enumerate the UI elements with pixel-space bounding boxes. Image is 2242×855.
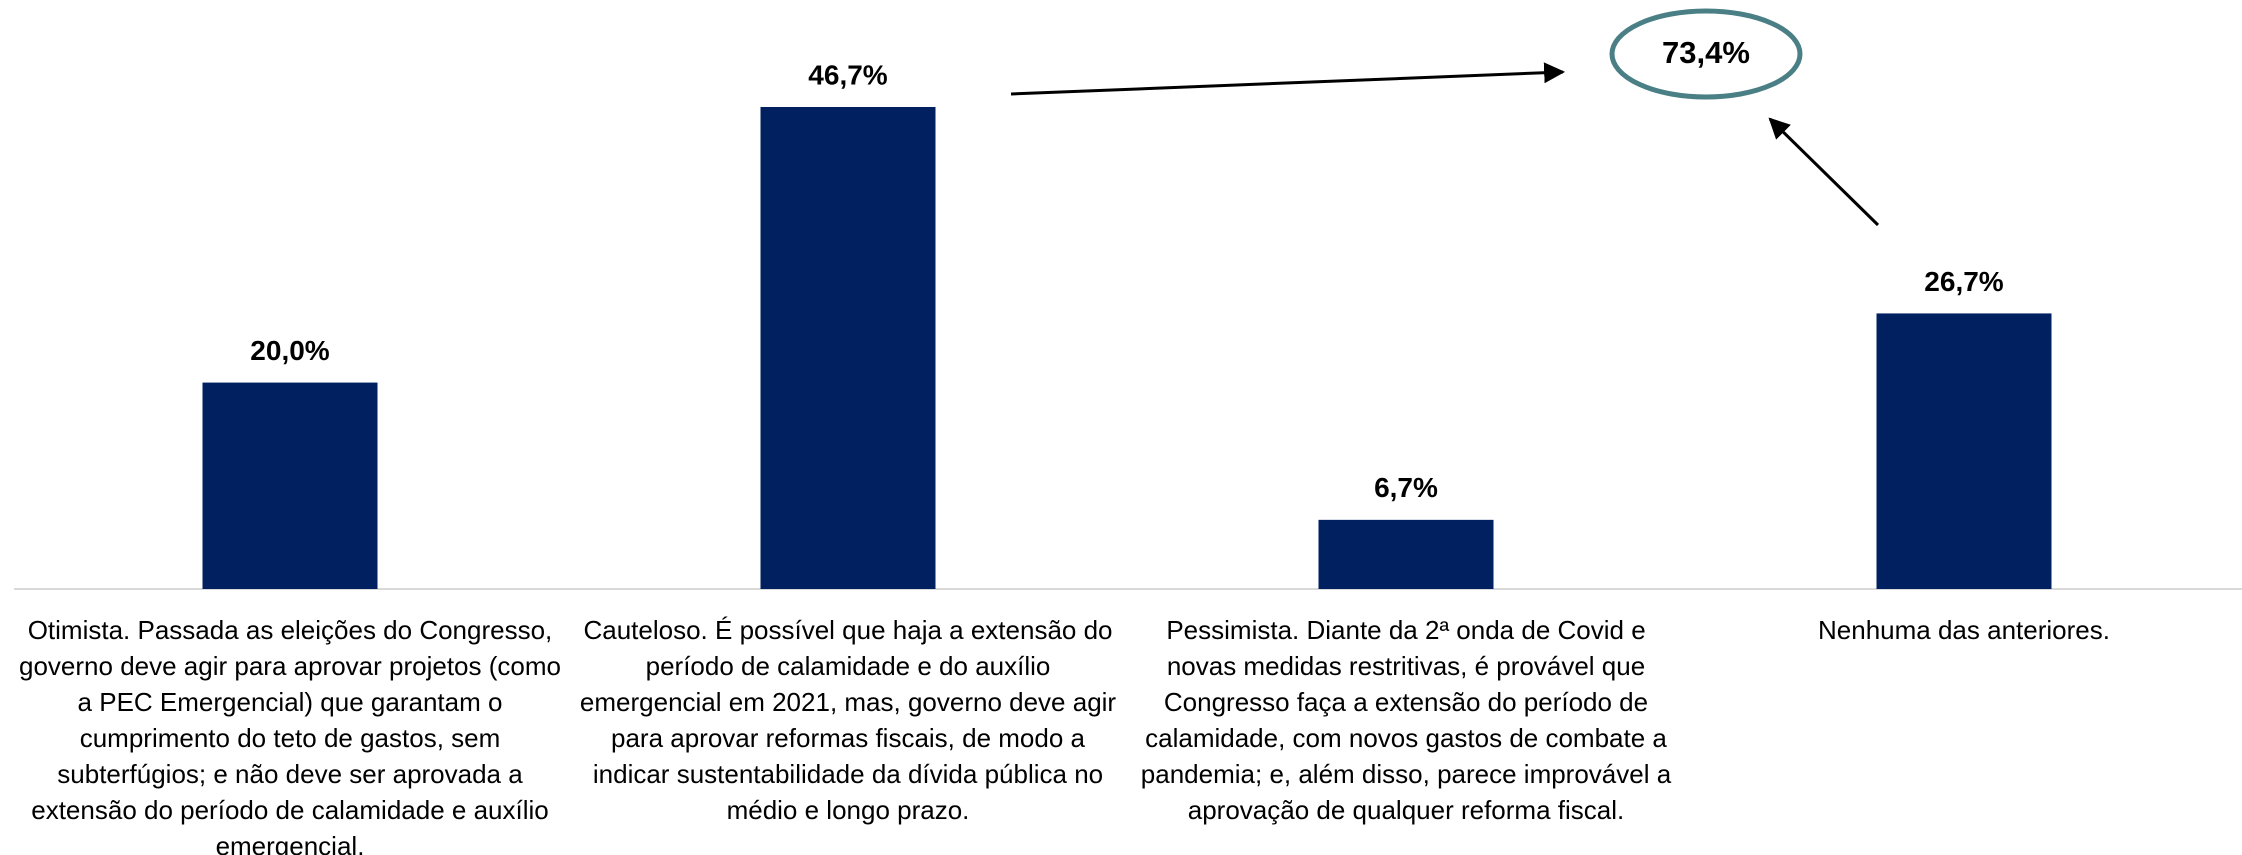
value-label: 20,0% [250,335,329,366]
annotation: 73,4% [1662,35,1750,70]
arrow [1768,117,1880,227]
annotation-ellipse [1609,8,1803,100]
arrow [1010,62,1566,96]
bar [1876,313,2052,589]
x-tick-label: Otimista. Passada as eleições do Congres… [19,615,561,855]
bar [202,382,378,589]
value-label: 6,7% [1374,472,1438,503]
value-label: 26,7% [1924,266,2003,297]
bar [1318,519,1494,589]
value-label: 46,7% [808,59,887,90]
x-tick-label: Nenhuma das anteriores. [1818,615,2110,645]
x-tick-label: Cauteloso. É possível que haja a extensã… [579,615,1117,825]
x-tick-label: Pessimista. Diante da 2ª onda de Covid e… [1140,615,1672,825]
bar [760,107,936,589]
